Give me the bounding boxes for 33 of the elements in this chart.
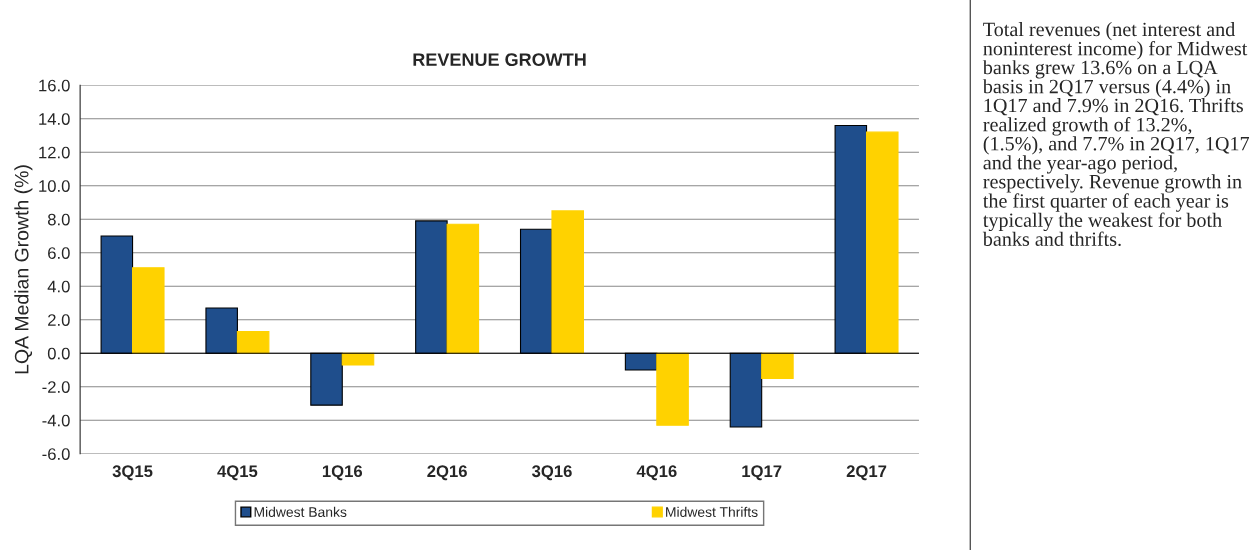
- x-tick-label: 4Q15: [217, 465, 258, 481]
- y-tick-label: 0.0: [47, 347, 70, 360]
- y-tick-label: 8.0: [47, 213, 70, 226]
- y-tick-label: 16.0: [39, 79, 70, 92]
- y-tick-label: 6.0: [48, 247, 70, 259]
- y-tick-label: -6.0: [42, 448, 70, 460]
- y-tick-label: 12.0: [39, 146, 70, 159]
- bar: [551, 210, 584, 354]
- x-tick-label: 4Q16: [636, 465, 677, 481]
- x-tick-label: 2Q17: [846, 465, 887, 481]
- legend-label: Midwest Thrifts: [666, 506, 758, 517]
- y-tick-label: -4.0: [42, 414, 70, 427]
- text: Total revenues (net interest and noninterest income) for Midwest banks grew 13.6% on a LQA basis in 2Q17 versus (4.4%) in 1Q17 and 7.9% in 2Q16. Thrifts realized growth of 13.2%, (1.5%), and 7.7% in 2Q17, 1Q17 and the year-ago period, respectively. Revenue growth in the first quarter of each year is typically the weakest for both banks and thrifts.: [982, 22, 1250, 247]
- y-tick-label: 2.0: [48, 314, 70, 326]
- bar: [761, 352, 794, 379]
- y-tick-label: -2.0: [42, 381, 70, 393]
- chart-title: REVENUE GROWTH: [413, 53, 586, 66]
- bar: [446, 223, 480, 354]
- x-tick-label: 3Q15: [112, 465, 153, 481]
- x-tick-label: 2Q16: [427, 465, 467, 481]
- x-tick-label: 1Q17: [742, 465, 782, 481]
- bar: [656, 352, 689, 426]
- x-tick-label: 3Q16: [531, 465, 572, 481]
- y-axis-title: LQA Median Growth (%): [14, 165, 33, 374]
- legend-label: Midwest Banks: [254, 506, 347, 517]
- y-tick-label: 4.0: [47, 280, 70, 293]
- bar: [132, 267, 165, 354]
- bar: [865, 131, 899, 354]
- y-tick-label: 10.0: [39, 180, 70, 192]
- bar: [341, 352, 375, 366]
- x-tick-label: 1Q16: [322, 465, 363, 481]
- y-tick-label: 14.0: [39, 113, 70, 125]
- bar: [236, 330, 270, 354]
